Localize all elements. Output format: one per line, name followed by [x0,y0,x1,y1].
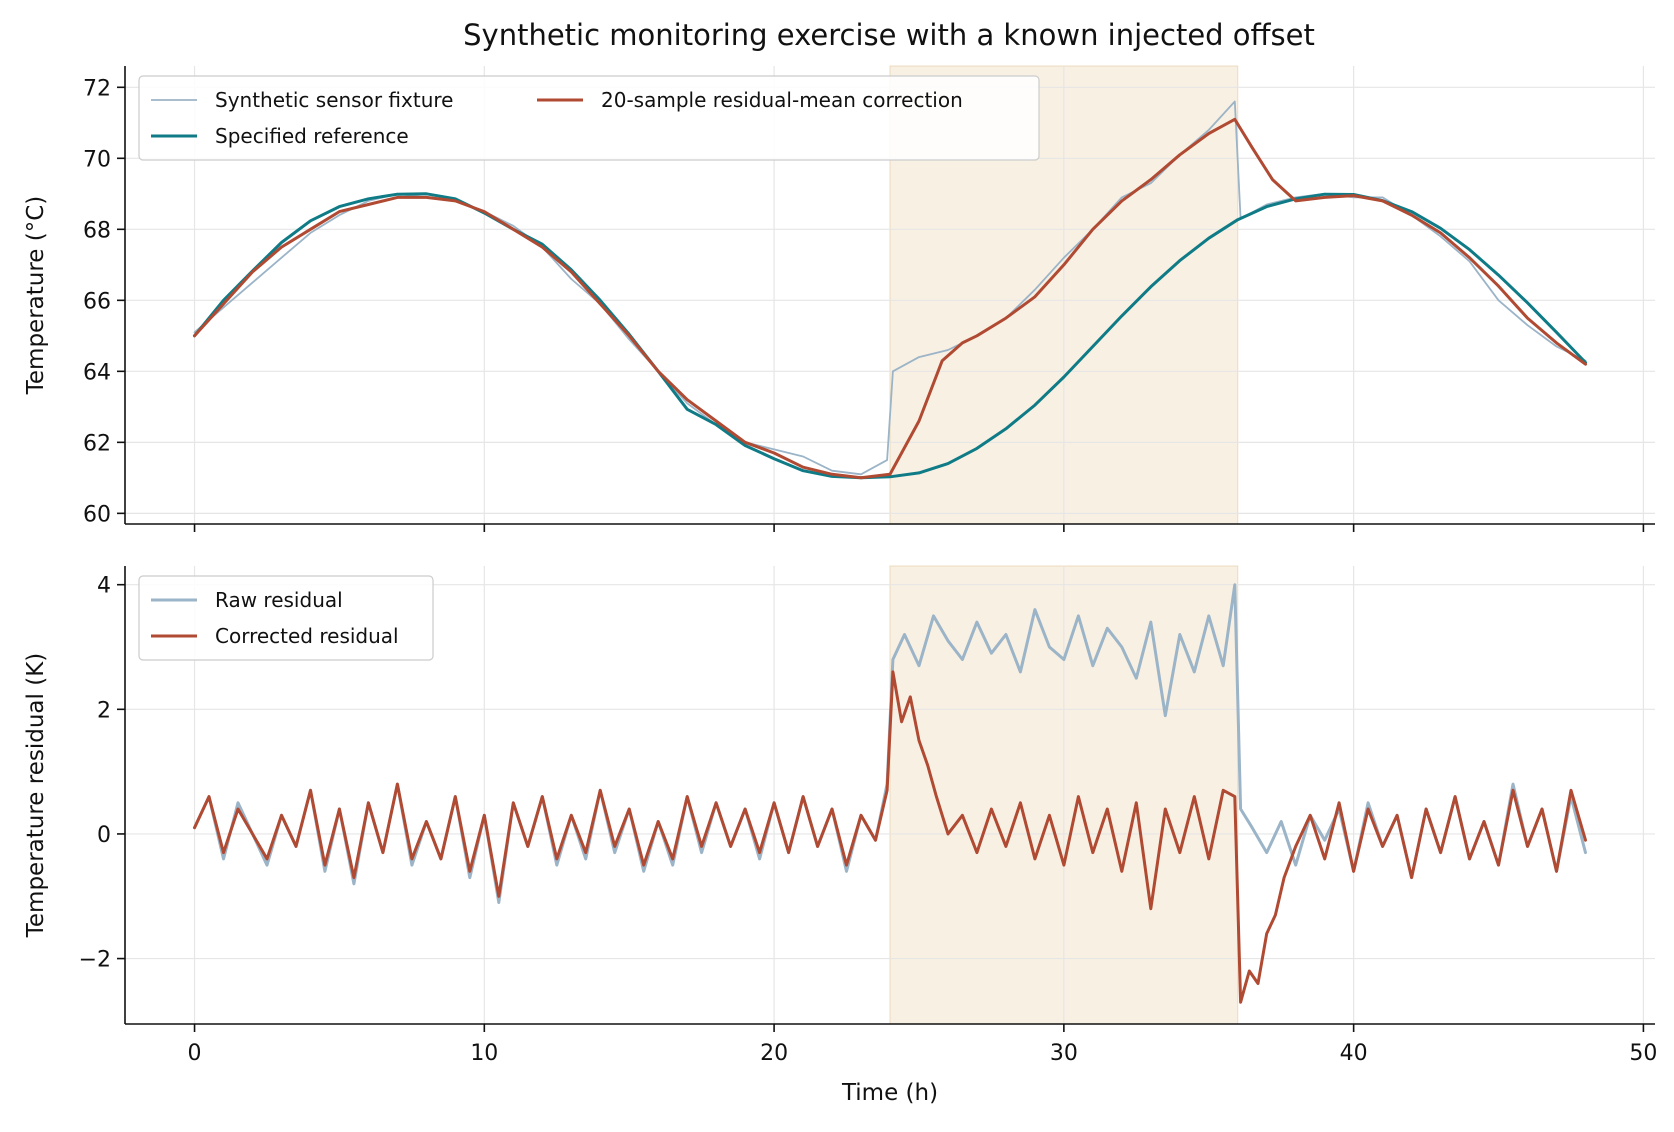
legend-label: Raw residual [215,588,343,612]
y-axis-label: Temperature (°C) [23,196,49,396]
legend-label: Corrected residual [215,624,399,648]
series-line-3 [193,117,1587,480]
series-line-2 [193,670,1587,1004]
x-tick-label: 40 [1340,1041,1368,1066]
x-tick-label: 30 [1050,1041,1078,1066]
x-tick-label: 20 [760,1041,788,1066]
y-axis-label: Temperature residual (K) [23,653,49,938]
y-tick-label: 64 [83,360,111,385]
legend-box [138,75,1040,161]
x-axis-label: Time (h) [841,1080,938,1106]
legend: Synthetic sensor fixture Specified refere… [138,75,1040,161]
legend-box [138,575,434,661]
y-tick-label: 60 [83,502,111,527]
y-tick-label: 2 [97,698,111,723]
legend-label: 20-sample residual-mean correction [601,88,963,112]
legend-label: Synthetic sensor fixture [215,88,453,112]
x-tick-label: 50 [1629,1041,1657,1066]
y-tick-label: 72 [83,76,111,101]
y-tick-label: 68 [83,218,111,243]
y-tick-label: 0 [97,823,111,848]
chart-title: Synthetic monitoring exercise with a kno… [463,18,1315,52]
y-tick-label: −2 [79,948,111,973]
legend: Raw residual Corrected residual [138,575,434,661]
panel-temperature: 60 62 64 66 68 70 72 Temperature (°C) Synthetic … [23,65,1655,532]
y-tick-label: 4 [97,574,111,599]
panel-residual: 0 10 20 30 40 50 −2 0 2 4 Temperature residual (K)… [23,565,1657,1106]
x-tick-label: 0 [188,1041,202,1066]
x-tick-label: 10 [470,1041,498,1066]
legend-label: Specified reference [215,124,409,148]
y-tick-label: 70 [83,147,111,172]
y-tick-label: 62 [83,431,111,456]
y-tick-label: 66 [83,289,111,314]
